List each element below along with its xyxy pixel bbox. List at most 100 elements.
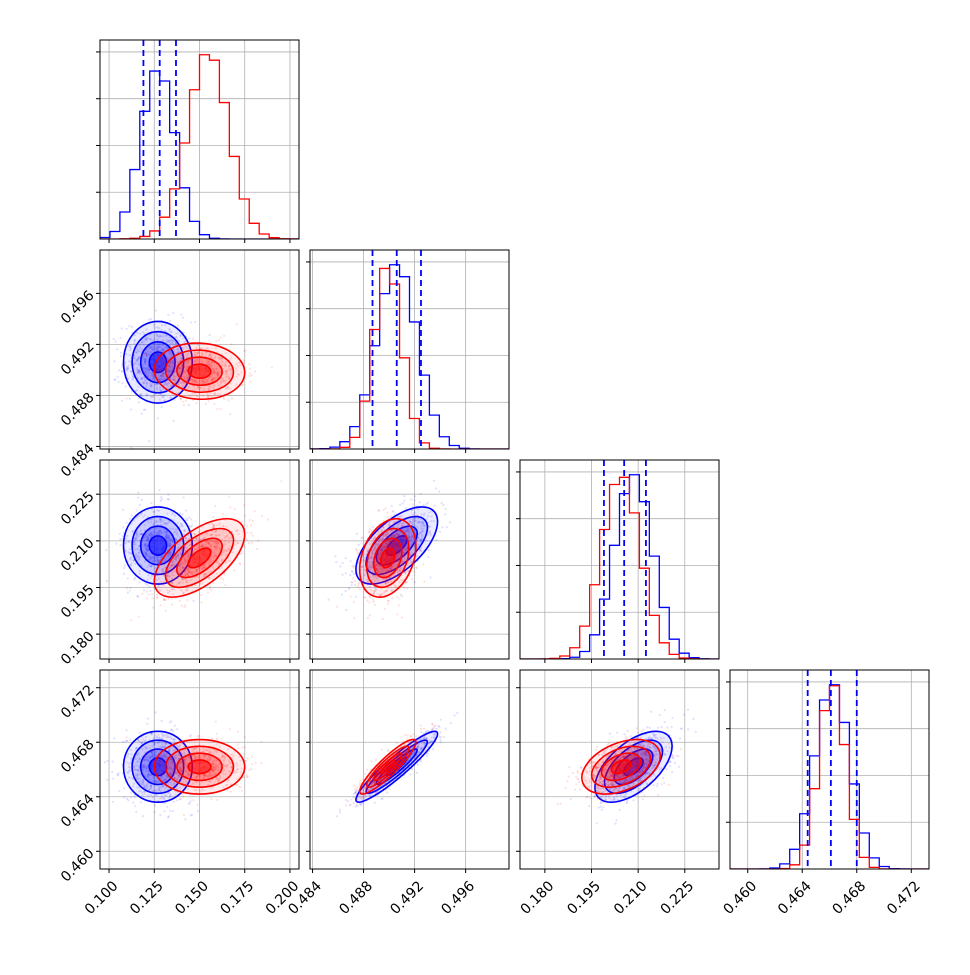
scatter-point <box>410 522 412 524</box>
scatter-point <box>167 493 169 495</box>
scatter-point <box>354 584 356 586</box>
scatter-point <box>172 312 174 314</box>
scatter-point <box>143 589 145 591</box>
scatter-point <box>175 341 177 343</box>
scatter-point <box>131 326 133 328</box>
scatter-point <box>361 542 363 544</box>
scatter-point <box>396 613 398 615</box>
scatter-point <box>164 599 166 601</box>
scatter-point <box>398 604 400 606</box>
scatter-point <box>251 542 253 544</box>
scatter-point <box>169 543 171 545</box>
scatter-point <box>243 350 245 352</box>
scatter-point <box>358 584 360 586</box>
scatter-point <box>126 522 128 524</box>
scatter-point <box>118 369 120 371</box>
scatter-point <box>237 731 239 733</box>
scatter-point <box>433 480 435 482</box>
scatter-point <box>222 578 224 580</box>
scatter-point <box>114 360 116 362</box>
scatter-point <box>157 351 159 353</box>
scatter-point <box>353 567 355 569</box>
scatter-point <box>207 592 209 594</box>
scatter-point <box>145 353 147 355</box>
scatter-point <box>132 802 134 804</box>
scatter-point <box>345 609 347 611</box>
scatter-point <box>231 397 233 399</box>
scatter-point <box>220 336 222 338</box>
scatter-point <box>249 368 251 370</box>
scatter-point <box>435 539 437 541</box>
scatter-point <box>157 391 159 393</box>
scatter-point <box>175 336 177 338</box>
scatter-point <box>134 796 136 798</box>
scatter-point <box>129 518 131 520</box>
scatter-point <box>143 371 145 373</box>
scatter-point <box>152 376 154 378</box>
scatter-point <box>239 563 241 565</box>
scatter-point <box>409 516 411 518</box>
scatter-point <box>117 376 119 378</box>
scatter-point <box>200 601 202 603</box>
scatter-point <box>191 814 193 816</box>
scatter-point <box>149 590 151 592</box>
y-tick-label: 0.484 <box>58 441 98 481</box>
scatter-point <box>384 608 386 610</box>
scatter-point <box>188 525 190 527</box>
scatter-point <box>165 610 167 612</box>
scatter-point <box>107 760 109 762</box>
scatter-point <box>335 561 337 563</box>
scatter-point <box>420 493 422 495</box>
scatter-point <box>184 604 186 606</box>
scatter-point <box>419 501 421 503</box>
scatter-point <box>184 818 186 820</box>
scatter-point <box>130 409 132 411</box>
scatter-point <box>176 728 178 730</box>
scatter-point <box>151 593 153 595</box>
scatter-point <box>130 796 132 798</box>
scatter-point <box>159 814 161 816</box>
scatter-point <box>180 314 182 316</box>
scatter-point <box>184 530 186 532</box>
scatter-point <box>185 400 187 402</box>
scatter-point <box>140 801 142 803</box>
scatter-point <box>146 584 148 586</box>
scatter-point <box>392 597 394 599</box>
scatter-point <box>180 398 182 400</box>
scatter-point <box>121 382 123 384</box>
scatter-point <box>157 417 159 419</box>
scatter-point <box>216 733 218 735</box>
scatter-point <box>151 396 153 398</box>
scatter-point <box>249 381 251 383</box>
scatter-point <box>163 538 165 540</box>
scatter-point <box>229 413 231 415</box>
scatter-point <box>168 598 170 600</box>
scatter-point <box>256 548 258 550</box>
scatter-point <box>223 573 225 575</box>
scatter-point <box>106 779 108 781</box>
scatter-point <box>184 606 186 608</box>
scatter-point <box>148 593 150 595</box>
scatter-point <box>138 616 140 618</box>
scatter-point <box>334 555 336 557</box>
scatter-point <box>195 402 197 404</box>
panel-content <box>310 460 509 659</box>
scatter-point <box>229 728 231 730</box>
y-tick-label: 0.496 <box>58 288 98 328</box>
scatter-point <box>261 515 263 517</box>
y-tick-label: 0.210 <box>58 535 98 575</box>
scatter-point <box>174 725 176 727</box>
scatter-point <box>372 526 374 528</box>
scatter-point <box>210 589 212 591</box>
scatter-point <box>250 524 252 526</box>
scatter-point <box>385 507 387 509</box>
y-tick-label: 0.492 <box>58 339 98 379</box>
scatter-point <box>372 599 374 601</box>
scatter-point <box>122 741 124 743</box>
scatter-point <box>125 729 127 731</box>
scatter-point <box>424 537 426 539</box>
scatter-point <box>181 513 183 515</box>
scatter-point <box>112 761 114 763</box>
